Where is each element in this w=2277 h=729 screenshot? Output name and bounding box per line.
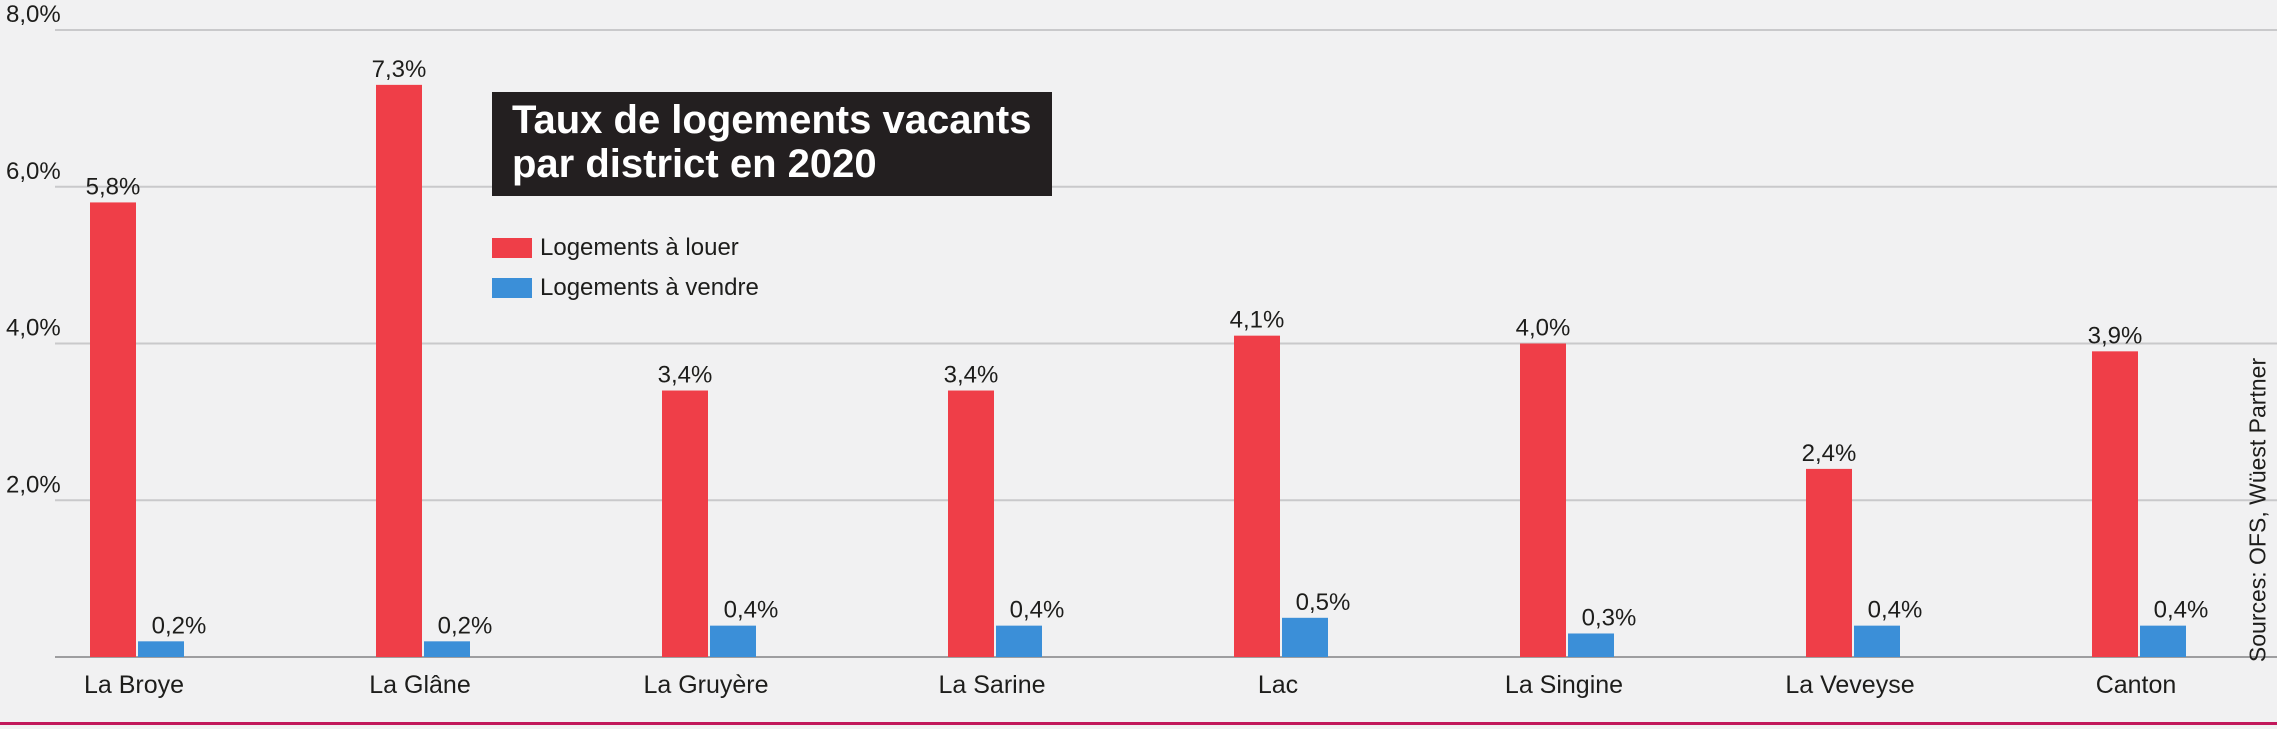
data-label: 0,4% (1868, 597, 1923, 624)
bar-louer (1806, 468, 1852, 657)
bar-vendre (710, 625, 756, 657)
data-label: 0,5% (1296, 589, 1351, 616)
bar-vendre (1854, 625, 1900, 657)
bar-louer (948, 390, 994, 657)
data-labels: 5,8% 0,2% 7,3% 0,2% 3,4% 0,4% 3,4% 0,4% 4,1% 0,5%… (86, 56, 2209, 639)
source-note: Sources: OFS, Wüest Partner (2244, 357, 2271, 663)
bar-vendre (424, 641, 470, 657)
bars (90, 84, 2186, 658)
legend-label-vendre: Logements à vendre (540, 274, 759, 301)
data-label: 0,2% (152, 612, 207, 639)
bar-louer (1234, 335, 1280, 657)
data-label: 0,4% (724, 597, 779, 624)
bar-vendre (1282, 617, 1328, 657)
category-label: La Glâne (369, 671, 470, 699)
bar-louer (662, 390, 708, 657)
y-tick-label: 2,0% (6, 471, 61, 498)
data-label: 3,9% (2088, 322, 2143, 349)
bar-louer (2092, 351, 2138, 657)
legend-label-louer: Logements à louer (540, 234, 739, 261)
data-label: 7,3% (372, 56, 427, 83)
bar-vendre (2140, 625, 2186, 657)
category-label: La Veveyse (1785, 671, 1914, 699)
data-label: 0,2% (438, 612, 493, 639)
category-label: La Sarine (938, 671, 1045, 699)
bar-vendre (1568, 633, 1614, 657)
bar-louer (376, 84, 422, 658)
legend-swatch-vendre (492, 278, 532, 298)
legend: Logements à louer Logements à vendre (492, 228, 759, 308)
data-label: 0,4% (2154, 597, 2209, 624)
chart-title-line-2: par district en 2020 (512, 142, 877, 186)
data-label: 3,4% (944, 362, 999, 389)
y-tick-label: 8,0% (6, 1, 61, 28)
category-label: La Broye (84, 671, 184, 699)
bar-vendre (138, 641, 184, 657)
data-label: 4,1% (1230, 307, 1285, 334)
bar-louer (90, 202, 136, 658)
data-label: 0,3% (1582, 604, 1637, 631)
data-label: 2,4% (1802, 440, 1857, 467)
legend-item-louer: Logements à louer (492, 228, 759, 268)
bar-vendre (996, 625, 1042, 657)
x-axis: La Broye La Glâne La Gruyère La Sarine Lac La… (84, 671, 2176, 699)
category-label: La Singine (1505, 671, 1623, 699)
data-label: 0,4% (1010, 597, 1065, 624)
legend-item-vendre: Logements à vendre (492, 268, 759, 308)
category-label: Lac (1258, 671, 1298, 699)
data-label: 4,0% (1516, 315, 1571, 342)
legend-swatch-louer (492, 238, 532, 258)
y-tick-label: 4,0% (6, 315, 61, 342)
bottom-rule (0, 722, 2277, 725)
y-axis: 2,0% 4,0% 6,0% 8,0% (6, 1, 61, 498)
y-tick-label: 6,0% (6, 158, 61, 185)
chart-title-line-1: Taux de logements vacants (512, 98, 1032, 142)
data-label: 3,4% (658, 362, 713, 389)
category-label: La Gruyère (643, 671, 768, 699)
chart-title: Taux de logements vacants par district e… (492, 92, 1052, 196)
data-label: 5,8% (86, 173, 141, 200)
category-label: Canton (2096, 671, 2177, 699)
bar-louer (1520, 343, 1566, 657)
